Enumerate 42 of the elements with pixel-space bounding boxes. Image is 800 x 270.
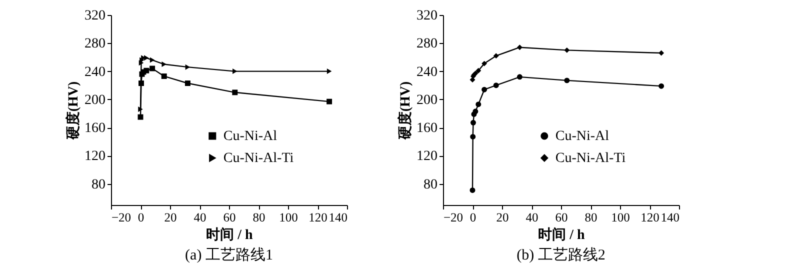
- x-tick-label: 140: [660, 210, 680, 224]
- y-tick-label: 200: [84, 92, 106, 108]
- y-tick-label: 320: [84, 8, 106, 24]
- y-tick-label: 200: [416, 92, 438, 108]
- y-axis-title: 硬度(HV): [396, 81, 414, 141]
- x-tick-label: 100: [611, 210, 630, 224]
- y-tick-label: 80: [424, 177, 438, 192]
- x-tick-label: −20: [112, 210, 132, 224]
- x-tick-label: 40: [526, 210, 538, 224]
- legend-label: Cu-Ni-Al: [555, 129, 610, 144]
- x-tick-label: 60: [555, 210, 568, 224]
- x-tick-label: 20: [496, 210, 509, 224]
- x-tick-label: 100: [279, 210, 298, 224]
- y-tick-label: 120: [416, 149, 438, 164]
- x-tick-label: 20: [164, 210, 177, 224]
- x-tick-label: 80: [584, 210, 598, 224]
- y-tick-label: 280: [416, 36, 438, 52]
- y-tick-label: 240: [416, 64, 438, 80]
- y-tick-label: 160: [416, 121, 438, 136]
- x-tick-label: −20: [444, 210, 464, 224]
- x-tick-label: 140: [328, 210, 348, 224]
- text: (b) 工艺路线2: [516, 246, 606, 264]
- x-tick-label: 0: [470, 210, 476, 224]
- y-tick-label: 320: [416, 8, 438, 24]
- x-tick-label: 60: [223, 210, 236, 224]
- y-tick-label: 80: [92, 177, 106, 192]
- x-axis-title: 时间 / h: [206, 227, 254, 243]
- y-tick-label: 280: [84, 36, 106, 52]
- y-tick-label: 160: [84, 121, 106, 136]
- x-tick-label: 80: [252, 210, 266, 224]
- legend-label: Cu-Ni-Al-Ti: [223, 151, 294, 166]
- text: (a) 工艺路线1: [185, 246, 273, 264]
- x-tick-label: 120: [308, 210, 328, 224]
- x-tick-label: 40: [194, 210, 206, 224]
- y-axis-title: 硬度(HV): [64, 81, 82, 141]
- y-tick-label: 240: [84, 64, 106, 80]
- x-tick-label: 120: [640, 210, 660, 224]
- legend-label: Cu-Ni-Al: [223, 129, 278, 144]
- x-axis-title: 时间 / h: [538, 227, 586, 243]
- y-tick-label: 120: [84, 149, 106, 164]
- legend-label: Cu-Ni-Al-Ti: [555, 151, 626, 166]
- x-tick-label: 0: [138, 210, 144, 224]
